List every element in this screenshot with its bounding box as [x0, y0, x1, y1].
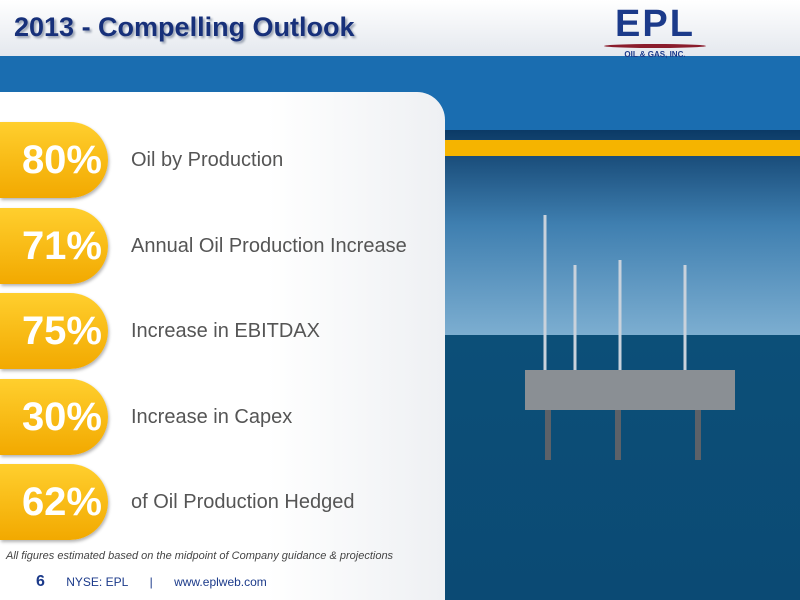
footnote: All figures estimated based on the midpo…	[6, 550, 394, 562]
slide-title: 2013 - Compelling Outlook	[14, 12, 355, 42]
item-label: Annual Oil Production Increase	[131, 234, 407, 257]
item-label: of Oil Production Hedged	[131, 491, 355, 513]
figure-badge: 80%	[0, 122, 108, 198]
figure-badge: 71%	[0, 207, 108, 284]
item-label: Oil by Production	[131, 149, 284, 171]
logo-swoosh	[604, 44, 706, 48]
ticker: NYSE: EPL	[66, 575, 129, 589]
figure-badge: 30%	[0, 378, 108, 455]
logo: EPL OIL & GAS, INC.	[600, 4, 710, 59]
item-label: Increase in EBITDAX	[131, 320, 320, 342]
figure-badge: 75%	[0, 293, 108, 369]
rig-photo	[445, 130, 800, 600]
logo-tagline: OIL & GAS, INC.	[624, 50, 686, 59]
footer: 6 NYSE: EPL | www.eplweb.com	[36, 573, 285, 591]
website: www.eplweb.com	[174, 575, 267, 589]
logo-name: EPL	[615, 3, 695, 45]
page-number: 6	[36, 573, 45, 590]
figure-badge: 62%	[0, 464, 108, 540]
separator: |	[149, 575, 153, 589]
item-label: Increase in Capex	[131, 405, 293, 428]
header: 2013 - Compelling Outlook EPL OIL & GAS,…	[0, 0, 800, 59]
